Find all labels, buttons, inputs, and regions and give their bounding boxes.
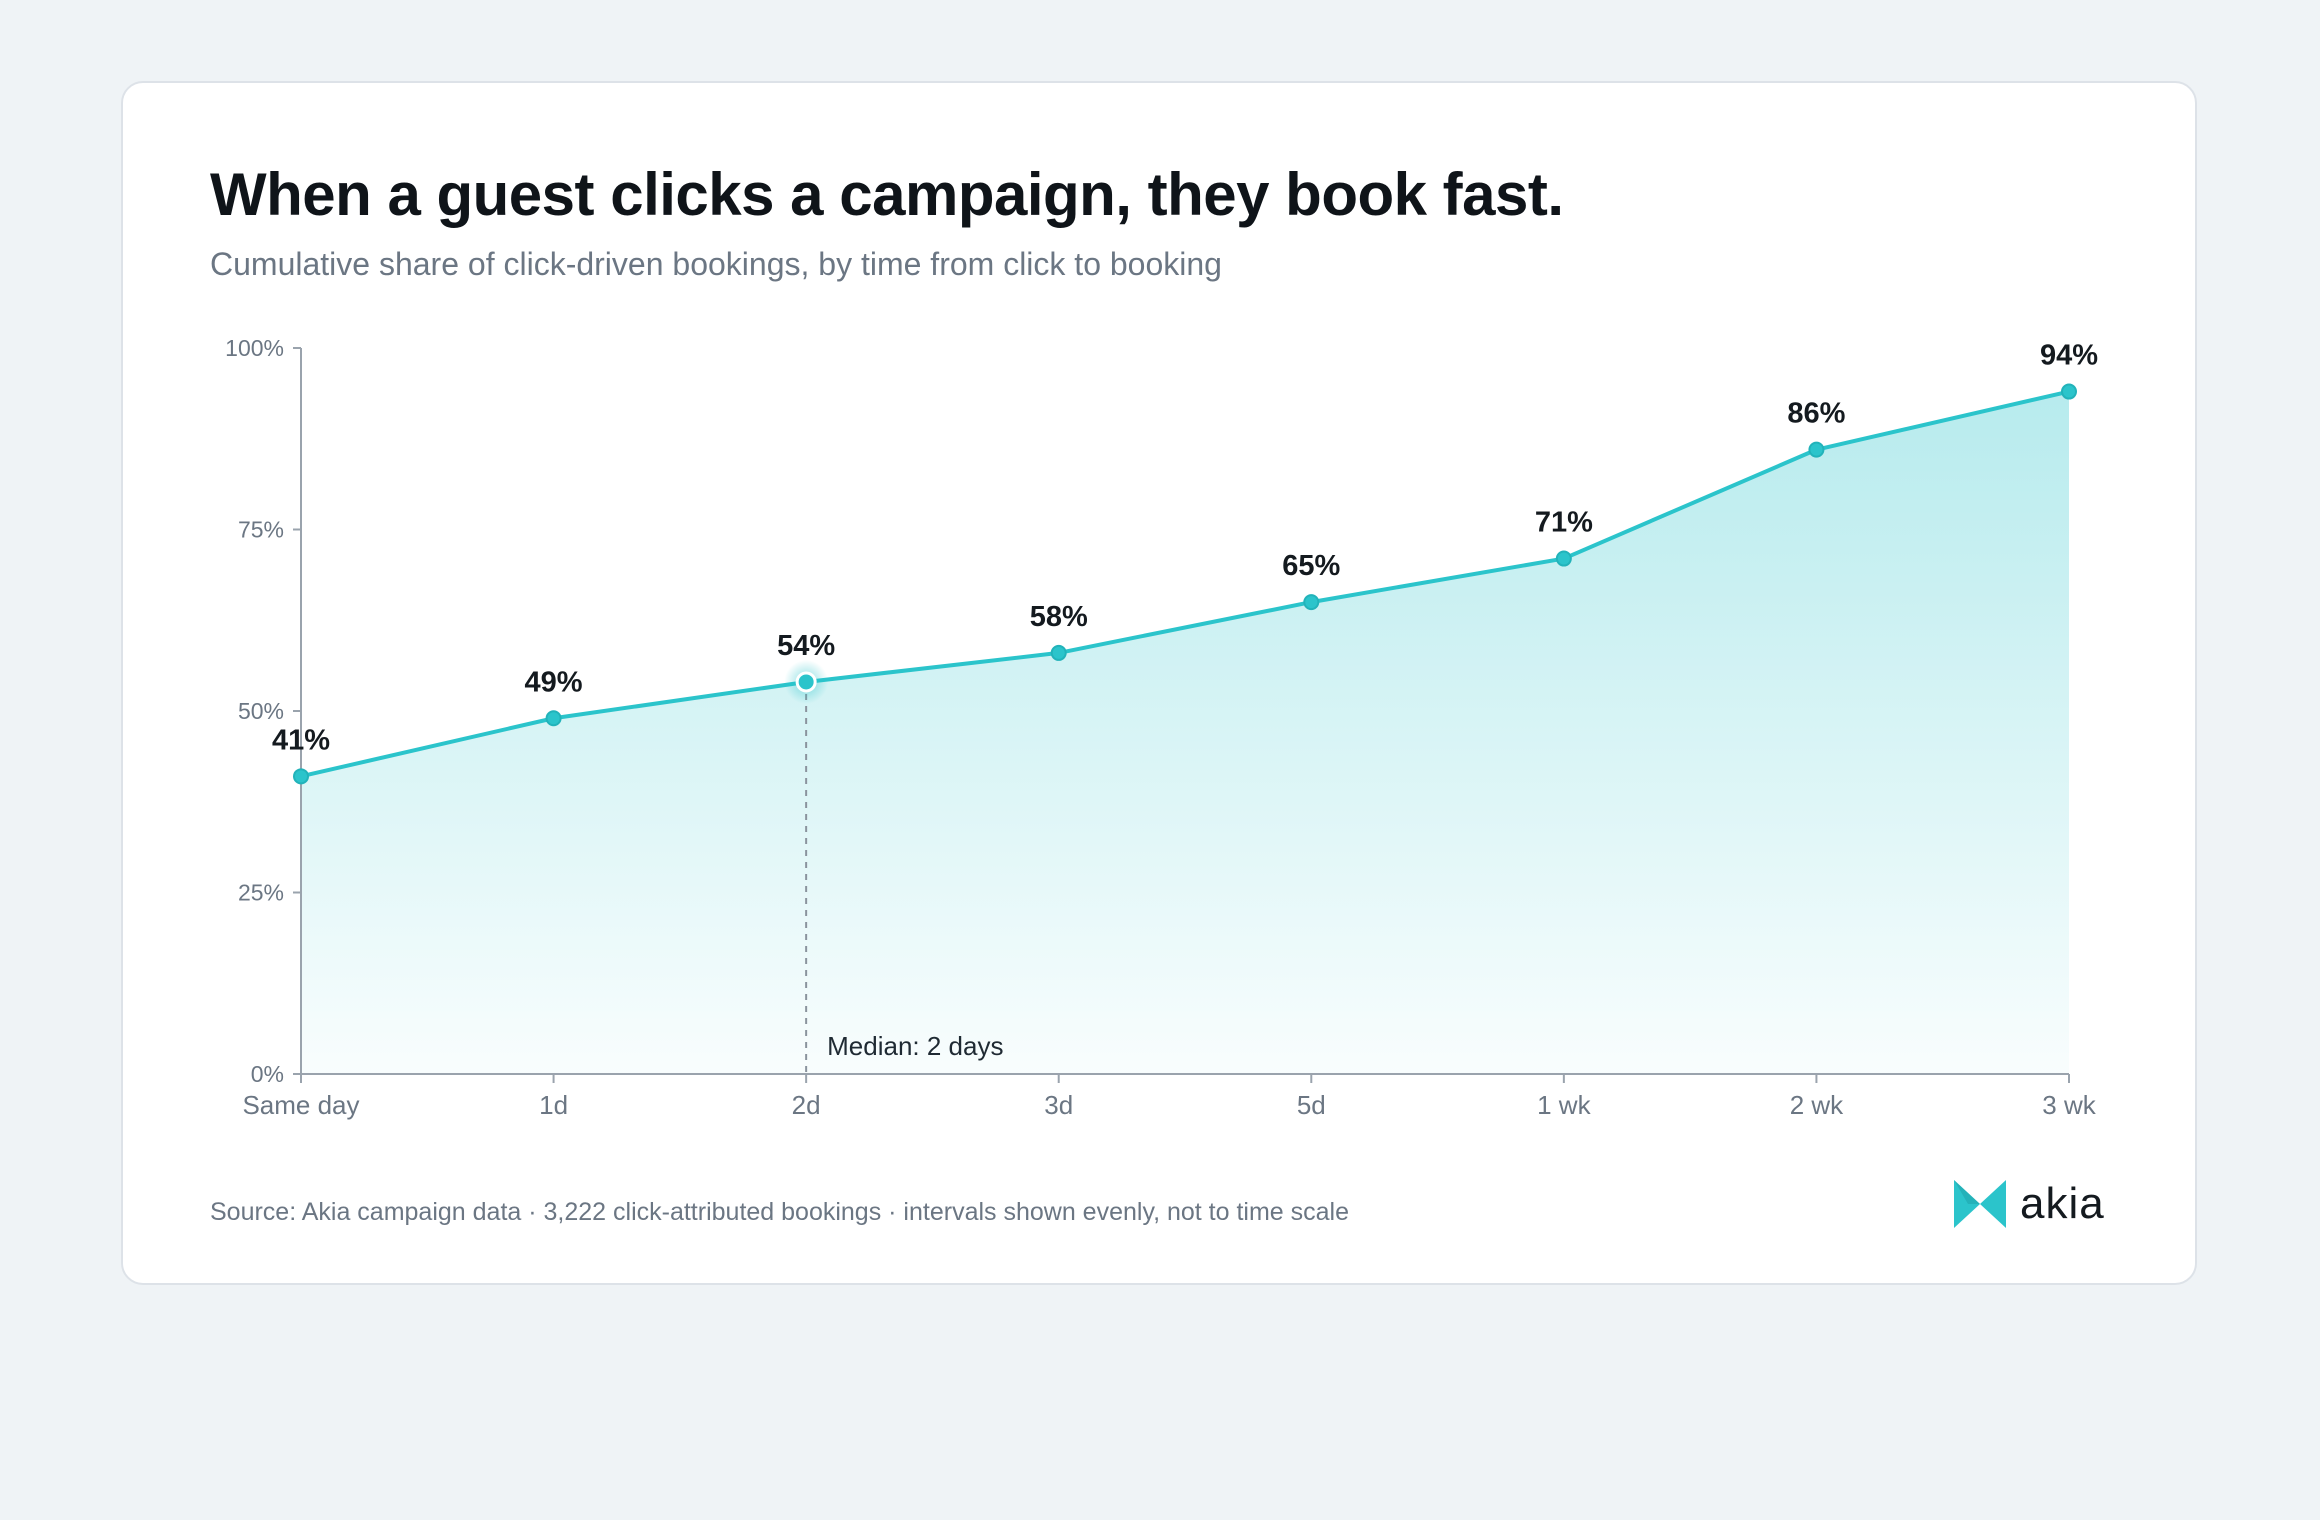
data-label: 54% — [777, 630, 835, 662]
data-point — [293, 768, 309, 785]
data-point — [1303, 594, 1320, 611]
akia-wordmark: akia — [2020, 1179, 2105, 1228]
x-tick-label: Same day — [242, 1090, 359, 1120]
data-point — [2061, 383, 2077, 400]
source-note: Source: Akia campaign data · 3,222 click… — [210, 1198, 1350, 1226]
data-point — [1555, 550, 1572, 567]
data-label: 71% — [1535, 507, 1593, 539]
x-tick-label: 1d — [539, 1090, 568, 1120]
x-tick-label: 1 wk — [1537, 1090, 1591, 1120]
y-tick-label: 25% — [238, 880, 284, 906]
data-label: 65% — [1282, 550, 1340, 582]
data-point — [545, 710, 562, 727]
data-label: 41% — [272, 724, 330, 756]
data-point — [1808, 441, 1825, 458]
series-line — [300, 389, 2070, 779]
y-tick-label: 75% — [238, 517, 284, 543]
data-point — [1050, 644, 1067, 661]
data-label: 94% — [2040, 340, 2098, 372]
median-data-point — [795, 671, 817, 693]
y-tick-label: 50% — [238, 698, 284, 724]
median-annotation: Median: 2 days — [827, 1031, 1003, 1061]
cumulative-bookings-chart: 0% 25% 50% 75% 100% Same day 1d 2d 3d 5d 1 wk 2 wk 3… — [225, 335, 2098, 1120]
akia-logo-icon — [1954, 1180, 2006, 1228]
chart-title: When a guest clicks a campaign, they boo… — [210, 161, 1564, 228]
area-fill — [301, 391, 2069, 1074]
x-tick-label: 3d — [1044, 1090, 1073, 1120]
y-tick-label: 0% — [251, 1061, 284, 1087]
x-tick-label: 5d — [1297, 1090, 1326, 1120]
akia-logo: akia — [1954, 1178, 2124, 1230]
x-tick-label: 2d — [792, 1090, 821, 1120]
x-tick-label: 2 wk — [1790, 1090, 1844, 1120]
y-tick-label: 100% — [225, 335, 284, 361]
data-label: 86% — [1787, 398, 1845, 430]
chart-subtitle: Cumulative share of click-driven booking… — [210, 246, 1222, 282]
data-label: 58% — [1030, 601, 1088, 633]
data-label: 49% — [525, 666, 583, 698]
x-tick-label: 3 wk — [2042, 1090, 2096, 1120]
